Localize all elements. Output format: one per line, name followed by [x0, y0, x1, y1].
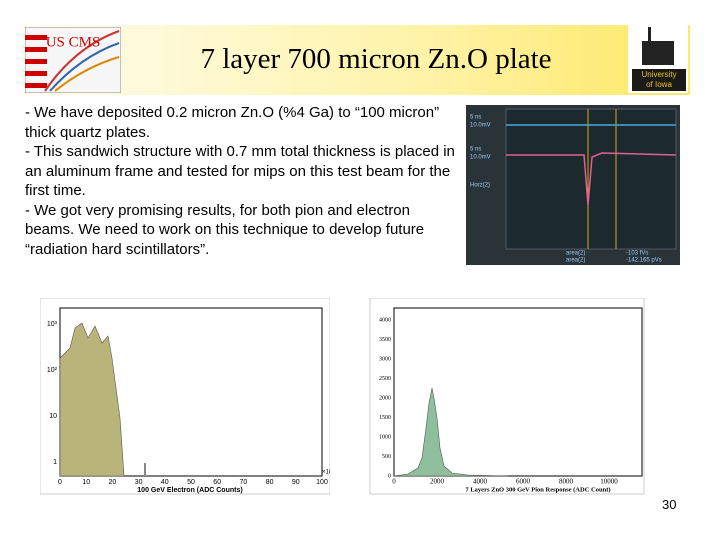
- logo-left: US CMS: [25, 27, 121, 93]
- logo-text: of Iowa: [646, 80, 672, 89]
- page-number: 30: [662, 497, 677, 512]
- x-tick-label: 2000: [430, 478, 445, 486]
- x-tick-label: 4000: [473, 478, 488, 486]
- x-tick-label: 90: [292, 479, 300, 486]
- x-tick-label: 10000: [600, 478, 618, 486]
- x-tick-label: 0: [58, 479, 62, 486]
- paragraph: - We got very promising results, for bot…: [25, 201, 425, 258]
- x-axis-title: 100 GeV Electron (ADC Counts): [137, 487, 242, 494]
- logo-right: University of Iowa: [628, 25, 688, 93]
- y-tick-label: 4000: [379, 317, 391, 323]
- scope-label: 5 ns: [470, 115, 481, 121]
- scope-label: area(2): [566, 258, 585, 264]
- logo-text: US CMS: [46, 34, 101, 50]
- y-tick-label: 1: [53, 459, 57, 466]
- y-tick-label: 3500: [379, 337, 391, 343]
- x-tick-label: 40: [161, 479, 169, 486]
- oscilloscope-photo: 5 ns 10.0mV 5 ns 10.0mV Horz(2) area(2)area(2…: [466, 105, 680, 265]
- y-tick-label: 2500: [379, 376, 391, 382]
- y-tick-label: 1500: [379, 415, 391, 421]
- x-tick-label: 8000: [559, 478, 574, 486]
- x-tick-label: 20: [109, 479, 117, 486]
- slide-title: 7 layer 700 micron Zn.O plate: [200, 43, 552, 75]
- scope-label: 10.0mV: [470, 123, 491, 129]
- scope-label: area(2): [566, 251, 585, 257]
- pion-histogram: 0 500 1000 1500 2000 2500 3000 3500 4000 0 2000 400…: [369, 298, 645, 495]
- x-tick-label: 10: [82, 479, 90, 486]
- x-tick-label: 80: [266, 479, 274, 486]
- y-tick-label: 10²: [47, 367, 58, 374]
- x-tick-label: 6000: [516, 478, 531, 486]
- x-tick-label: 30: [135, 479, 143, 486]
- x-multiplier: ×10³: [322, 470, 330, 476]
- x-axis-title: 7 Layers ZnO 300 GeV Pion Response (ADC …: [465, 486, 610, 493]
- x-tick-label: 60: [213, 479, 221, 486]
- x-tick-label: 0: [392, 478, 396, 486]
- y-tick-label: 10³: [47, 321, 58, 328]
- scope-label: -142.165 pVs: [626, 258, 662, 264]
- y-tick-label: 3000: [379, 356, 391, 362]
- header: US CMS 7 layer 700 micron Zn.O plate Uni…: [22, 25, 690, 95]
- paragraph: - We have deposited 0.2 micron Zn.O (%4 …: [25, 104, 440, 141]
- scope-label: -103 fVs: [626, 251, 648, 257]
- scope-label: 5 ns: [470, 147, 481, 153]
- scope-label: 10.0mV: [470, 155, 491, 161]
- x-tick-label: 50: [187, 479, 195, 486]
- y-tick-label: 0: [388, 473, 391, 479]
- y-tick-label: 10: [49, 413, 57, 420]
- x-tick-label: 70: [240, 479, 248, 486]
- paragraph: - This sandwich structure with 0.7 mm to…: [25, 143, 455, 199]
- scope-label: Horz(2): [470, 183, 490, 189]
- logo-text: University: [641, 70, 676, 79]
- y-tick-label: 1000: [379, 434, 391, 440]
- y-tick-label: 2000: [379, 395, 391, 401]
- x-tick-label: 100: [316, 479, 328, 486]
- body-text: - We have deposited 0.2 micron Zn.O (%4 …: [25, 103, 457, 259]
- y-tick-label: 500: [382, 454, 391, 460]
